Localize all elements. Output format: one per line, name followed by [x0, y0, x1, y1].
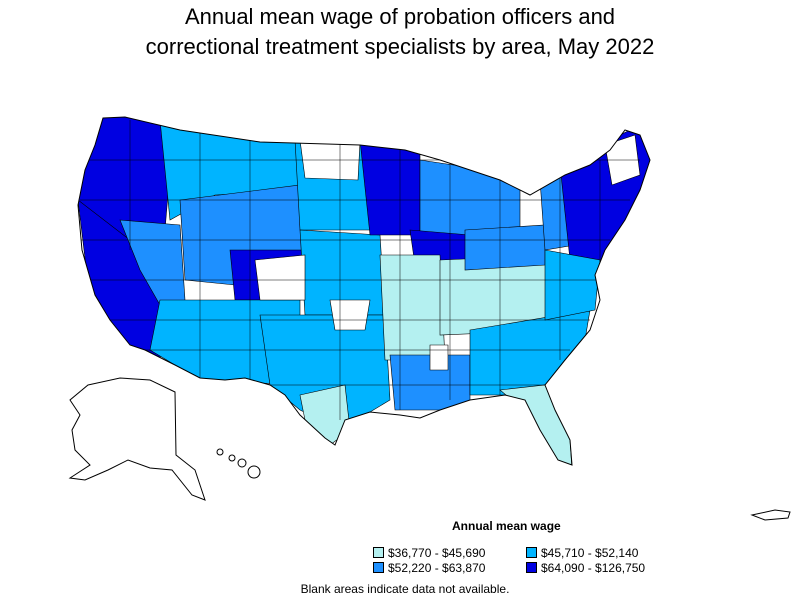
blank-area-oklahoma	[329, 299, 371, 331]
northeast-coast-region[interactable]	[559, 119, 650, 271]
ohio-indiana-region[interactable]	[464, 224, 546, 271]
hawaii-islands	[216, 448, 261, 479]
legend-label-2: $45,710 - $52,140	[541, 546, 639, 560]
virginia-region[interactable]	[544, 249, 601, 321]
south-texas-region[interactable]	[299, 384, 351, 446]
title-line-2: correctional treatment specialists by ar…	[145, 34, 655, 59]
alaska-outline	[68, 377, 206, 501]
legend-item-3: $52,220 - $63,870	[373, 561, 485, 575]
legend-label-4: $64,090 - $126,750	[541, 561, 646, 575]
blank-area-mississippi	[429, 344, 449, 371]
legend-swatch-3	[373, 562, 384, 573]
legend-swatch-2	[526, 547, 537, 558]
legend-swatch-1	[373, 547, 384, 558]
legend-item-2: $45,710 - $52,140	[526, 546, 638, 560]
legend-swatch-4	[526, 562, 537, 573]
puerto-rico-outline	[750, 509, 791, 521]
blank-area-colorado-east	[254, 254, 306, 301]
area-boundaries	[80, 120, 640, 420]
legend-item-4: $64,090 - $126,750	[526, 561, 645, 575]
minnesota-region[interactable]	[359, 139, 421, 236]
legend-title: Annual mean wage	[452, 519, 561, 533]
legend-label-3: $52,220 - $63,870	[388, 561, 486, 575]
florida-region[interactable]	[499, 384, 573, 470]
legend-label-1: $36,770 - $45,690	[388, 546, 486, 560]
conus-outline	[77, 116, 651, 466]
map-title: Annual mean wage of probation officers a…	[0, 2, 800, 62]
title-line-1: Annual mean wage of probation officers a…	[184, 4, 616, 29]
conus-regions	[78, 117, 650, 470]
missouri-arkansas-region[interactable]	[379, 254, 446, 361]
legend-item-1: $36,770 - $45,690	[373, 546, 485, 560]
footnote: Blank areas indicate data not available.	[300, 582, 510, 596]
